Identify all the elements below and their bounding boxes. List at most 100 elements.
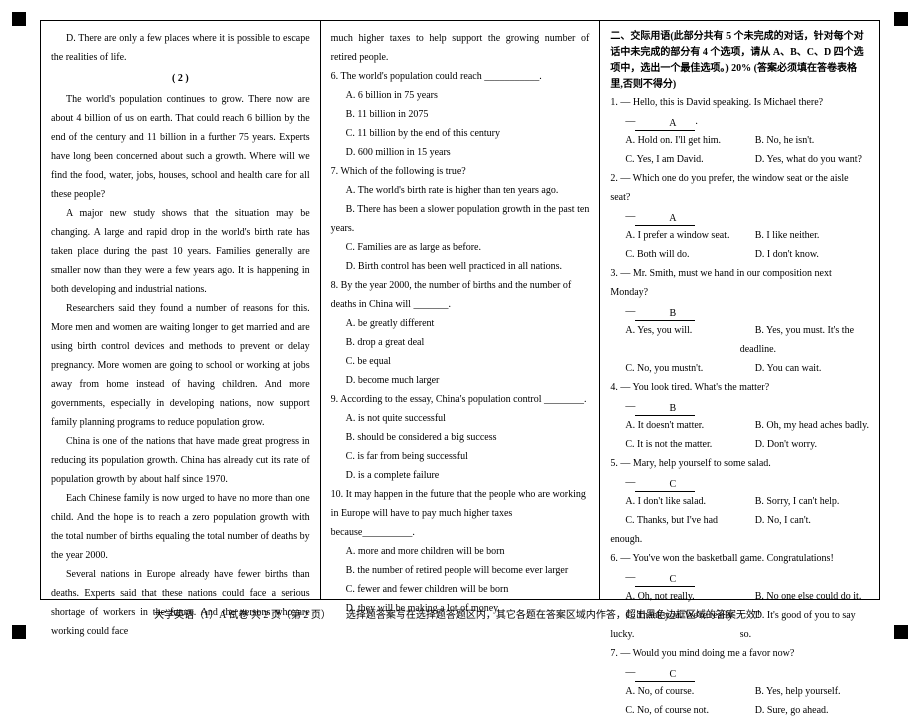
d4-line1: 4. — You look tired. What's the matter?: [610, 378, 869, 397]
d1-a: A. Hold on. I'll get him.: [610, 131, 739, 150]
d3-answer-line: —B: [610, 302, 869, 321]
d5-answer-line: —C: [610, 473, 869, 492]
d4-c: C. It is not the matter.: [610, 435, 739, 454]
d7-row2: C. No, of course not.D. Sure, go ahead.: [610, 701, 869, 720]
d5-line1: 5. — Mary, help yourself to some salad.: [610, 454, 869, 473]
passage-cont: much higher taxes to help support the gr…: [331, 29, 590, 67]
d6-b: B. No one else could do it.: [740, 587, 869, 606]
passage-p4: China is one of the nations that have ma…: [51, 432, 310, 489]
q10-c: C. fewer and fewer children will be born: [331, 580, 590, 599]
d1-answer-line: —A.: [610, 112, 869, 131]
d3-answer: B: [635, 308, 695, 321]
d5-row2: C. Thanks, but I've had enough.D. No, I …: [610, 511, 869, 549]
q10-b: B. the number of retired people will bec…: [331, 561, 590, 580]
q9-b: B. should be considered a big success: [331, 428, 590, 447]
d7-b: B. Yes, help yourself.: [740, 682, 869, 701]
d3-a: A. Yes, you will.: [610, 321, 739, 359]
q6-stem: 6. The world's population could reach __…: [331, 67, 590, 86]
q7-stem: 7. Which of the following is true?: [331, 162, 590, 181]
d2-answer: A: [635, 213, 695, 226]
d2-c: C. Both will do.: [610, 245, 739, 264]
d2-row2: C. Both will do.D. I don't know.: [610, 245, 869, 264]
passage-p3: Researchers said they found a number of …: [51, 299, 310, 432]
d6-row1: A. Oh, not really.B. No one else could d…: [610, 587, 869, 606]
d1-answer: A: [635, 118, 695, 131]
q9-a: A. is not quite successful: [331, 409, 590, 428]
d6-answer-line: —C: [610, 568, 869, 587]
q9-stem: 9. According to the essay, China's popul…: [331, 390, 590, 409]
d3-line1: 3. — Mr. Smith, must we hand in our comp…: [610, 264, 869, 302]
page-footer: 大学英语（1）A 试卷 共 2 页（第 2 页） 选择题答案写在选择题答题区内，…: [40, 606, 880, 621]
d1-row2: C. Yes, I am David.D. Yes, what do you w…: [610, 150, 869, 169]
q8-c: C. be equal: [331, 352, 590, 371]
q6-a: A. 6 billion in 75 years: [331, 86, 590, 105]
d2-row1: A. I prefer a window seat.B. I like neit…: [610, 226, 869, 245]
d1-line1: 1. — Hello, this is David speaking. Is M…: [610, 93, 869, 112]
section-2-head: 二、交际用语(此部分共有 5 个未完成的对话，针对每个对话中未完成的部分有 4 …: [610, 29, 869, 93]
d2-answer-line: —A: [610, 207, 869, 226]
passage-p2: A major new study shows that the situati…: [51, 204, 310, 299]
d2-b: B. I like neither.: [740, 226, 869, 245]
d3-row2: C. No, you mustn't.D. You can wait.: [610, 359, 869, 378]
d3-row1: A. Yes, you will.B. Yes, you must. It's …: [610, 321, 869, 359]
d7-answer: C: [635, 669, 695, 682]
d4-a: A. It doesn't matter.: [610, 416, 739, 435]
passage-p5: Each Chinese family is now urged to have…: [51, 489, 310, 565]
d5-a: A. I don't like salad.: [610, 492, 739, 511]
passage-p6: Several nations in Europe already have f…: [51, 565, 310, 641]
q7-c: C. Families are as large as before.: [331, 238, 590, 257]
d4-d: D. Don't worry.: [740, 435, 869, 454]
q6-b: B. 11 billion in 2075: [331, 105, 590, 124]
d1-b: B. No, he isn't.: [740, 131, 869, 150]
d1-row1: A. Hold on. I'll get him.B. No, he isn't…: [610, 131, 869, 150]
d5-c: C. Thanks, but I've had enough.: [610, 511, 739, 549]
q9-c: C. is far from being successful: [331, 447, 590, 466]
q8-d: D. become much larger: [331, 371, 590, 390]
d5-answer: C: [635, 479, 695, 492]
page-frame: D. There are only a few places where it …: [40, 20, 880, 600]
d4-answer-line: —B: [610, 397, 869, 416]
q7-d: D. Birth control has been well practiced…: [331, 257, 590, 276]
q7-a: A. The world's birth rate is higher than…: [331, 181, 590, 200]
q8-b: B. drop a great deal: [331, 333, 590, 352]
d4-answer: B: [635, 403, 695, 416]
d2-d: D. I don't know.: [740, 245, 869, 264]
column-3: 二、交际用语(此部分共有 5 个未完成的对话，针对每个对话中未完成的部分有 4 …: [600, 21, 879, 599]
d3-b: B. Yes, you must. It's the deadline.: [740, 321, 869, 359]
crop-mark-tl: [12, 12, 26, 26]
passage-p1: The world's population continues to grow…: [51, 90, 310, 204]
d2-a: A. I prefer a window seat.: [610, 226, 739, 245]
d2-line1: 2. — Which one do you prefer, the window…: [610, 169, 869, 207]
crop-mark-bl: [12, 625, 26, 639]
d3-d: D. You can wait.: [740, 359, 869, 378]
d7-line1: 7. — Would you mind doing me a favor now…: [610, 644, 869, 663]
d6-a: A. Oh, not really.: [610, 587, 739, 606]
q7-b: B. There has been a slower population gr…: [331, 200, 590, 238]
d4-row1: A. It doesn't matter.B. Oh, my head ache…: [610, 416, 869, 435]
q9-d: D. is a complete failure: [331, 466, 590, 485]
d4-row2: C. It is not the matter.D. Don't worry.: [610, 435, 869, 454]
d3-c: C. No, you mustn't.: [610, 359, 739, 378]
q6-c: C. 11 billion by the end of this century: [331, 124, 590, 143]
q10-stem: 10. It may happen in the future that the…: [331, 485, 590, 542]
d1-d: D. Yes, what do you want?: [740, 150, 869, 169]
q6-d: D. 600 million in 15 years: [331, 143, 590, 162]
d7-c: C. No, of course not.: [610, 701, 739, 720]
q8-stem: 8. By the year 2000, the number of birth…: [331, 276, 590, 314]
d7-a: A. No, of course.: [610, 682, 739, 701]
column-2: much higher taxes to help support the gr…: [321, 21, 601, 599]
column-1: D. There are only a few places where it …: [41, 21, 321, 599]
d1-c: C. Yes, I am David.: [610, 150, 739, 169]
d6-answer: C: [635, 574, 695, 587]
q8-a: A. be greatly different: [331, 314, 590, 333]
crop-mark-br: [894, 625, 908, 639]
q10-a: A. more and more children will be born: [331, 542, 590, 561]
d5-d: D. No, I can't.: [740, 511, 869, 549]
d7-d: D. Sure, go ahead.: [740, 701, 869, 720]
d6-line1: 6. — You've won the basketball game. Con…: [610, 549, 869, 568]
d7-answer-line: —C: [610, 663, 869, 682]
d4-b: B. Oh, my head aches badly.: [740, 416, 869, 435]
d5-b: B. Sorry, I can't help.: [740, 492, 869, 511]
d7-row1: A. No, of course.B. Yes, help yourself.: [610, 682, 869, 701]
d5-row1: A. I don't like salad.B. Sorry, I can't …: [610, 492, 869, 511]
